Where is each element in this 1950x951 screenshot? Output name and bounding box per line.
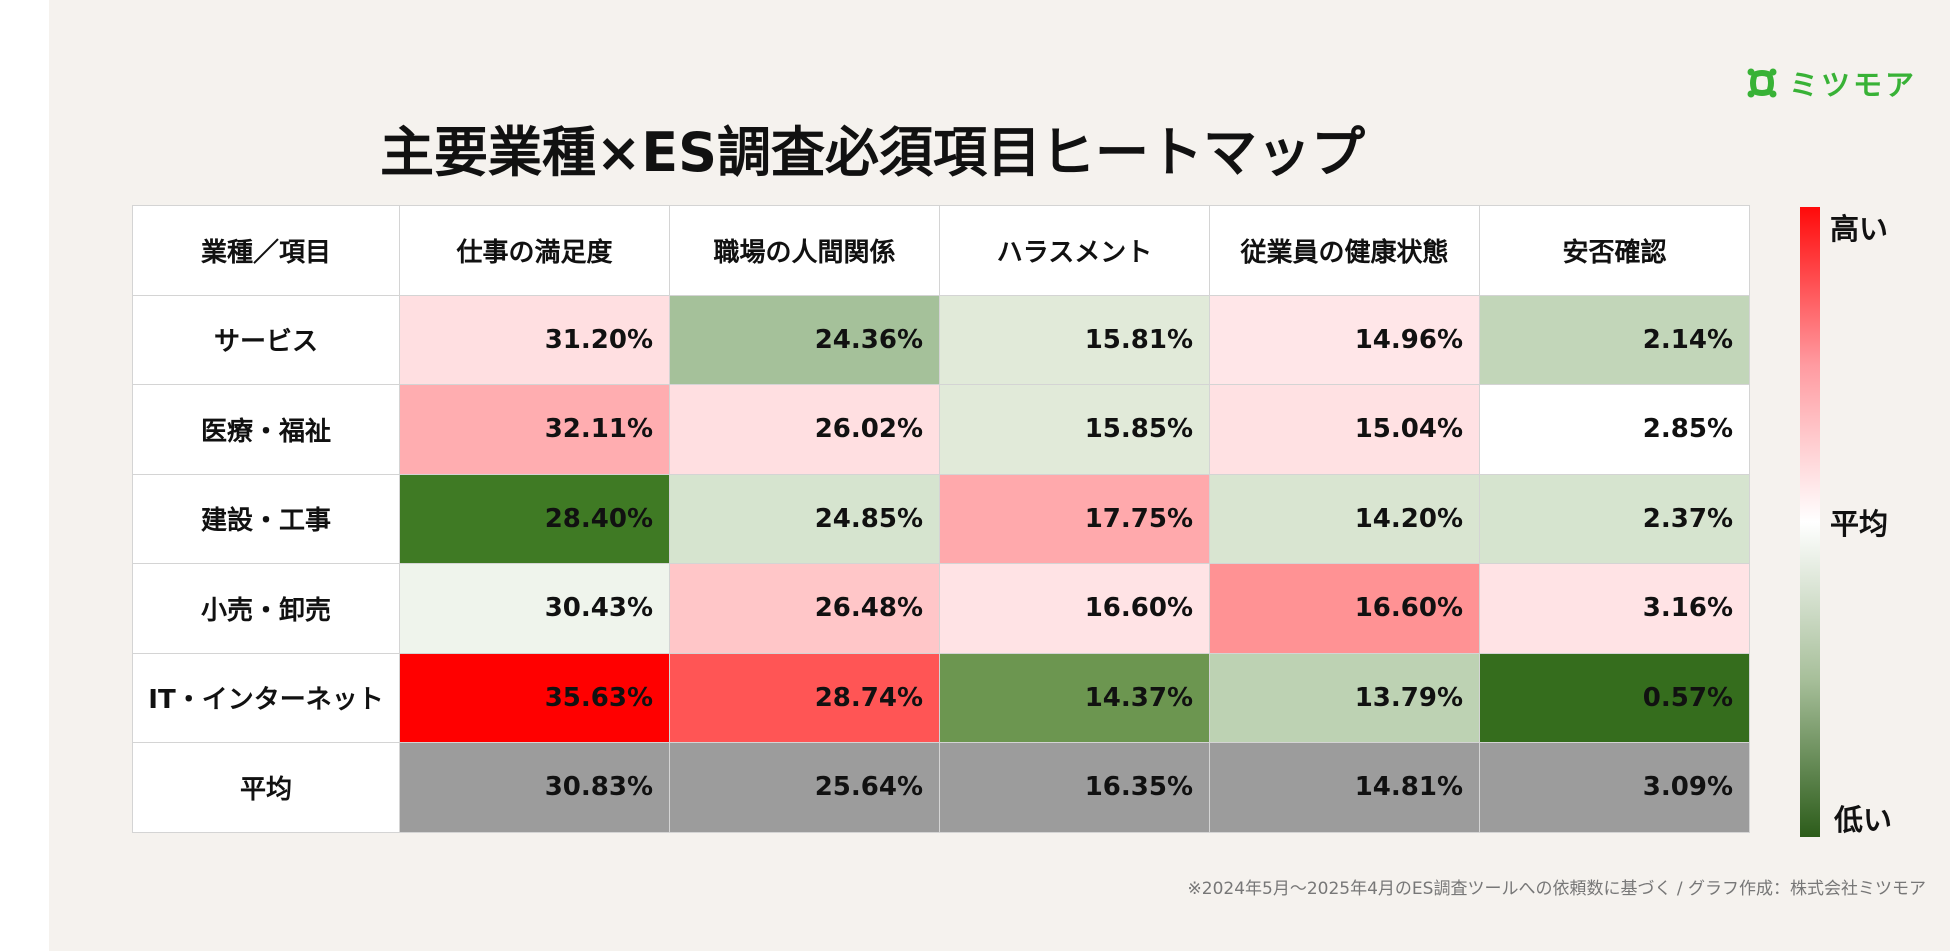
- legend-mid-label: 平均: [1830, 507, 1889, 541]
- heat-cell: 2.85%: [1479, 384, 1750, 475]
- row-label: 平均: [132, 742, 400, 833]
- column-header: 職場の人間関係: [669, 205, 940, 296]
- table-row: 小売・卸売 30.43% 26.48% 16.60% 16.60% 3.16%: [132, 563, 1750, 654]
- column-header: ハラスメント: [939, 205, 1210, 296]
- heatmap-table: 業種／項目 仕事の満足度 職場の人間関係 ハラスメント 従業員の健康状態 安否確認 サービス…: [132, 205, 1750, 833]
- corner-header: 業種／項目: [132, 205, 400, 296]
- row-label: 小売・卸売: [132, 563, 400, 654]
- heat-cell: 16.60%: [1209, 563, 1480, 654]
- chart-title: 主要業種×ES調査必須項目ヒートマップ: [380, 121, 1366, 184]
- heat-cell: 3.09%: [1479, 742, 1750, 833]
- heat-cell: 31.20%: [399, 294, 670, 385]
- heat-cell: 2.14%: [1479, 294, 1750, 385]
- heat-cell: 35.63%: [399, 652, 670, 743]
- heat-cell: 2.37%: [1479, 473, 1750, 564]
- heat-cell: 3.16%: [1479, 563, 1750, 654]
- logo: ミツモア: [1745, 64, 1917, 102]
- footnote: ※2024年5月〜2025年4月のES調査ツールへの依頼数に基づく / グラフ作…: [1187, 879, 1926, 899]
- heat-cell: 14.20%: [1209, 473, 1480, 564]
- column-header: 従業員の健康状態: [1209, 205, 1480, 296]
- row-label: 医療・福祉: [132, 384, 400, 475]
- heat-cell: 13.79%: [1209, 652, 1480, 743]
- color-scale-bar: [1800, 207, 1820, 837]
- table-row: IT・インターネット 35.63% 28.74% 14.37% 13.79% 0.57%: [132, 652, 1750, 743]
- legend-high-label: 高い: [1830, 212, 1889, 246]
- heat-cell: 15.04%: [1209, 384, 1480, 475]
- row-label: 建設・工事: [132, 473, 400, 564]
- row-label: IT・インターネット: [132, 652, 400, 743]
- heat-cell: 24.85%: [669, 473, 940, 564]
- heat-cell: 14.81%: [1209, 742, 1480, 833]
- heat-cell: 28.74%: [669, 652, 940, 743]
- row-label: サービス: [132, 294, 400, 385]
- logo-text: ミツモア: [1789, 68, 1918, 102]
- column-header: 仕事の満足度: [399, 205, 670, 296]
- heat-cell: 25.64%: [669, 742, 940, 833]
- table-row: サービス 31.20% 24.36% 15.81% 14.96% 2.14%: [132, 294, 1750, 385]
- heat-cell: 15.85%: [939, 384, 1210, 475]
- heat-cell: 26.02%: [669, 384, 940, 475]
- table-row: 建設・工事 28.40% 24.85% 17.75% 14.20% 2.37%: [132, 473, 1750, 564]
- header-row: 業種／項目 仕事の満足度 職場の人間関係 ハラスメント 従業員の健康状態 安否確認: [132, 205, 1750, 296]
- table-row: 平均 30.83% 25.64% 16.35% 14.81% 3.09%: [132, 742, 1750, 833]
- heat-cell: 32.11%: [399, 384, 670, 475]
- heat-cell: 30.43%: [399, 563, 670, 654]
- heat-cell: 24.36%: [669, 294, 940, 385]
- heat-cell: 0.57%: [1479, 652, 1750, 743]
- heat-cell: 17.75%: [939, 473, 1210, 564]
- heat-cell: 14.37%: [939, 652, 1210, 743]
- heat-cell: 28.40%: [399, 473, 670, 564]
- heat-cell: 26.48%: [669, 563, 940, 654]
- logo-icon: [1747, 68, 1777, 98]
- table-row: 医療・福祉 32.11% 26.02% 15.85% 15.04% 2.85%: [132, 384, 1750, 475]
- heat-cell: 14.96%: [1209, 294, 1480, 385]
- column-header: 安否確認: [1479, 205, 1750, 296]
- heat-cell: 16.60%: [939, 563, 1210, 654]
- heat-cell: 30.83%: [399, 742, 670, 833]
- legend-low-label: 低い: [1834, 803, 1893, 837]
- heat-cell: 15.81%: [939, 294, 1210, 385]
- heat-cell: 16.35%: [939, 742, 1210, 833]
